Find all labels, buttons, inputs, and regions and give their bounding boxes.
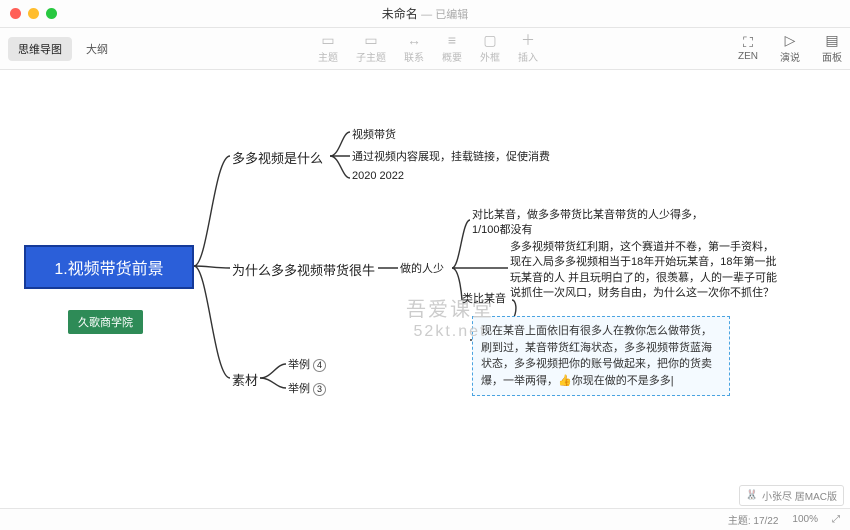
tool-summary[interactable]: ≡概要 <box>442 33 462 64</box>
boundary-icon: ▢ <box>483 33 496 47</box>
status-expand-icon[interactable]: ⤢ <box>832 514 840 525</box>
summary-icon: ≡ <box>448 33 456 47</box>
leaf-node[interactable]: 举例 3 <box>288 380 326 396</box>
leaf-node[interactable]: 类比某音 <box>462 292 506 307</box>
close-icon[interactable] <box>10 8 21 19</box>
view-tabs: 思维导图 大纲 <box>8 37 118 61</box>
toolbar-right: ⛶ZEN ▷演说 ▤面板 <box>738 33 842 64</box>
tag-node[interactable]: 久歌商学院 <box>68 310 143 334</box>
leaf-node[interactable]: 2020 2022 <box>352 170 404 182</box>
editing-text: 现在某音上面依旧有很多人在教你怎么做带货，刷到过，某音带货红海状态，多多视频带货… <box>481 325 712 387</box>
minimize-icon[interactable] <box>28 8 39 19</box>
root-node[interactable]: 1.视频带货前景 <box>24 245 194 289</box>
title-subtitle: — 已编辑 <box>421 9 468 21</box>
toolbar-center: ▭主题 ▭子主题 ↔联系 ≡概要 ▢外框 ＋插入 <box>318 33 538 64</box>
tool-subtopic[interactable]: ▭子主题 <box>356 33 386 64</box>
branch-node[interactable]: 素材 <box>232 370 258 389</box>
brand-icon: 🐰 <box>746 490 758 501</box>
relation-icon: ↔ <box>407 33 421 47</box>
brand-badge: 🐰 小张尽 居MAC版 <box>739 485 844 506</box>
tool-present[interactable]: ▷演说 <box>780 33 800 64</box>
status-topics: 主题: 17/22 <box>728 512 779 527</box>
leaf-node[interactable]: 举例 4 <box>288 356 326 372</box>
tool-zen[interactable]: ⛶ZEN <box>738 35 758 62</box>
toolbar: 思维导图 大纲 ▭主题 ▭子主题 ↔联系 ≡概要 ▢外框 ＋插入 ⛶ZEN ▷演… <box>0 28 850 70</box>
statusbar: 主题: 17/22 100% ⤢ <box>0 508 850 530</box>
leaf-node[interactable]: 对比某音，做多多带货比某音带货的人少得多，1/100都没有 <box>472 208 712 239</box>
tool-boundary[interactable]: ▢外框 <box>480 33 500 64</box>
traffic-lights <box>10 8 57 19</box>
tab-mindmap[interactable]: 思维导图 <box>8 37 72 61</box>
branch-node[interactable]: 多多视频是什么 <box>232 148 323 167</box>
maximize-icon[interactable] <box>46 8 57 19</box>
leaf-node[interactable]: 多多视频带货红利期，这个赛道并不卷，第一手资料，现在入局多多视频相当于18年开始… <box>510 240 780 302</box>
leaf-node[interactable]: 通过视频内容展现，挂载链接，促使消费 <box>352 148 550 164</box>
zen-icon: ⛶ <box>743 35 753 49</box>
titlebar: 未命名 — 已编辑 <box>0 0 850 28</box>
subtopic-icon: ▭ <box>364 33 377 47</box>
status-zoom[interactable]: 100% <box>792 514 818 525</box>
mid-node[interactable]: 做的人少 <box>400 260 444 276</box>
title-text: 未命名 <box>382 7 418 21</box>
root-label: 1.视频带货前景 <box>54 255 163 279</box>
present-icon: ▷ <box>785 33 796 47</box>
topic-icon: ▭ <box>321 33 334 47</box>
tool-panel[interactable]: ▤面板 <box>822 33 842 64</box>
tool-topic[interactable]: ▭主题 <box>318 33 338 64</box>
leaf-node[interactable]: 视频带货 <box>352 126 396 142</box>
tab-outline[interactable]: 大纲 <box>76 37 118 61</box>
branch-node[interactable]: 为什么多多视频带货很牛 <box>232 260 375 279</box>
mindmap-canvas[interactable]: 1.视频带货前景 久歌商学院 现在某音上面依旧有很多人在教你怎么做带货，刷到过，… <box>0 70 850 508</box>
tool-relation[interactable]: ↔联系 <box>404 33 424 64</box>
insert-icon: ＋ <box>521 33 535 47</box>
window-title: 未命名 — 已编辑 <box>0 5 850 22</box>
tool-insert[interactable]: ＋插入 <box>518 33 538 64</box>
brand-text: 小张尽 居MAC版 <box>762 488 837 503</box>
editing-node[interactable]: 现在某音上面依旧有很多人在教你怎么做带货，刷到过，某音带货红海状态，多多视频带货… <box>472 316 730 396</box>
panel-icon: ▤ <box>825 33 838 47</box>
